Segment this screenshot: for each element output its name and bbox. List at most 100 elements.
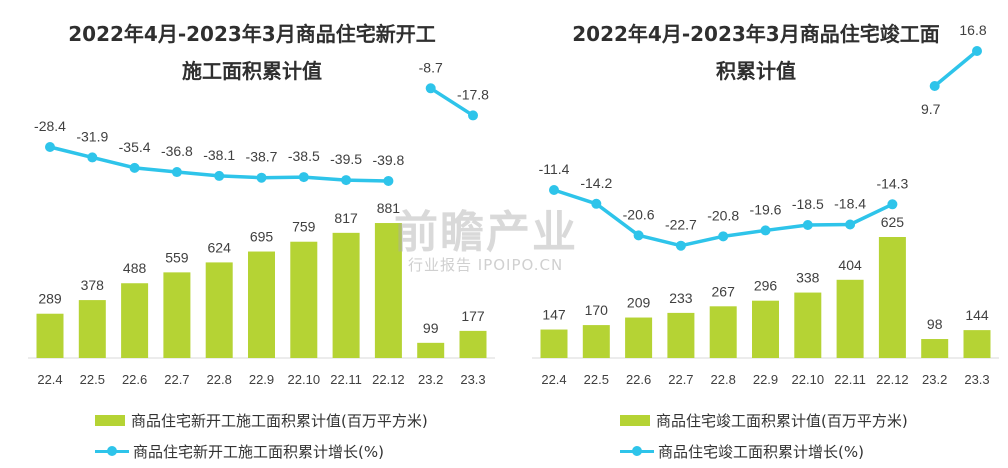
bar-value-label: 98 [927, 316, 943, 332]
bar [878, 237, 906, 358]
line-value-label: 16.8 [959, 22, 986, 38]
line-value-label: -17.8 [457, 86, 489, 102]
line-point [45, 142, 55, 152]
line-point [802, 220, 813, 231]
legend-item-line: 商品住宅新开工施工面积累计增长(%) [95, 441, 384, 461]
line-value-label: -36.8 [161, 143, 193, 159]
right-chart-panel: 2022年4月-2023年3月商品住宅竣工面 积累计值 147 22.4 170 22… [504, 0, 1008, 468]
bar-value-label: 624 [208, 239, 232, 255]
line-point [633, 230, 644, 241]
x-tick-label: 23.3 [460, 372, 485, 387]
legend-label: 商品住宅新开工施工面积累计增长(%) [133, 442, 384, 461]
bar [248, 251, 275, 358]
bar [459, 330, 487, 358]
line-point [383, 175, 394, 186]
bar-value-label: 881 [377, 200, 401, 216]
right-chart-svg: 147 22.4 170 22.5 209 22.6 233 22.7 267 22.8 296 22… [532, 22, 999, 387]
bar-value-label: 147 [542, 307, 566, 323]
bar-value-label: 233 [669, 290, 693, 306]
line-point [87, 152, 98, 163]
line-value-label: -22.7 [665, 217, 697, 233]
bar-value-label: 695 [250, 229, 274, 245]
x-tick-label: 22.10 [288, 372, 321, 387]
series-line [428, 86, 475, 118]
bar-value-label: 267 [712, 283, 736, 299]
bar [921, 339, 949, 358]
bar [78, 300, 106, 358]
line-point [591, 198, 602, 209]
line-point [929, 80, 940, 91]
left-chart-panel: 2022年4月-2023年3月商品住宅新开工 施工面积累计值 289 22.4 37… [28, 22, 495, 461]
bar-value-label: 144 [965, 307, 989, 323]
line-value-label: -20.6 [623, 206, 655, 222]
bar-value-label: 296 [754, 278, 778, 294]
legend-bar-swatch [95, 414, 125, 426]
line-point [972, 45, 982, 56]
line-value-label: -14.2 [580, 175, 612, 191]
bar [36, 313, 64, 358]
legend-item-bar: 商品住宅新开工施工面积累计值(百万平方米) [95, 410, 428, 430]
line-point [341, 175, 352, 186]
legend-item-bar: 商品住宅竣工面积累计值(百万平方米) [620, 410, 908, 430]
bar [794, 292, 822, 358]
line-value-label: -11.4 [539, 161, 570, 177]
x-tick-label: 22.7 [668, 372, 693, 387]
bar [625, 317, 653, 358]
x-tick-label: 23.3 [964, 372, 989, 387]
line-point [675, 240, 686, 251]
x-tick-label: 22.11 [330, 372, 362, 387]
x-tick-label: 22.6 [626, 372, 651, 387]
bar [163, 272, 191, 358]
bar [582, 325, 610, 358]
x-tick-label: 22.5 [584, 372, 609, 387]
x-tick-label: 22.11 [834, 372, 866, 387]
line-value-label: -14.3 [876, 175, 908, 191]
bar [667, 312, 695, 358]
bar-value-label: 625 [881, 214, 905, 230]
line-value-label: 9.7 [921, 101, 941, 117]
bar [417, 342, 445, 358]
bar-value-label: 209 [627, 295, 651, 311]
line-point [845, 219, 856, 230]
x-tick-label: 22.9 [753, 372, 778, 387]
line-point [718, 231, 729, 242]
legend-label: 商品住宅新开工施工面积累计值(百万平方米) [131, 411, 428, 430]
line-value-label: -38.1 [203, 147, 235, 163]
bar [290, 241, 318, 358]
series-line [932, 49, 979, 88]
line-value-label: -31.9 [76, 128, 108, 144]
line-value-label: -18.4 [834, 196, 866, 212]
bar [205, 262, 233, 358]
line-value-label: -20.8 [707, 207, 739, 223]
line-value-label: -35.4 [119, 139, 151, 155]
bar [332, 232, 360, 358]
line-point [549, 185, 559, 195]
x-tick-label: 22.12 [372, 372, 405, 387]
bar-value-label: 404 [838, 257, 862, 273]
x-tick-label: 23.2 [418, 372, 443, 387]
chart-title: 2022年4月-2023年3月商品住宅竣工面 [572, 22, 940, 46]
bar-value-label: 99 [423, 320, 439, 336]
line-value-label: -28.4 [34, 118, 66, 134]
line-value-label: -38.7 [246, 149, 278, 165]
x-tick-label: 22.7 [164, 372, 189, 387]
line-point [171, 167, 182, 178]
left-chart-svg: 289 22.4 378 22.5 488 22.6 559 22.7 624 22.8 695 22… [28, 59, 495, 387]
line-point [298, 172, 309, 183]
line-point [256, 172, 267, 183]
bar-value-label: 488 [123, 260, 147, 276]
line-value-label: -18.5 [792, 196, 824, 212]
bar [374, 223, 402, 358]
x-tick-label: 22.4 [541, 372, 566, 387]
legend-line-swatch [95, 441, 129, 461]
line-value-label: -38.5 [288, 148, 320, 164]
bar-value-label: 170 [585, 302, 609, 318]
x-tick-label: 22.10 [792, 372, 825, 387]
line-point [760, 225, 771, 236]
x-tick-label: 22.9 [249, 372, 274, 387]
chart-title: 2022年4月-2023年3月商品住宅新开工 [68, 22, 436, 46]
line-value-label: -39.8 [372, 152, 404, 168]
bar-value-label: 759 [292, 219, 316, 235]
legend-bar-swatch [620, 414, 650, 426]
bar [121, 283, 149, 358]
